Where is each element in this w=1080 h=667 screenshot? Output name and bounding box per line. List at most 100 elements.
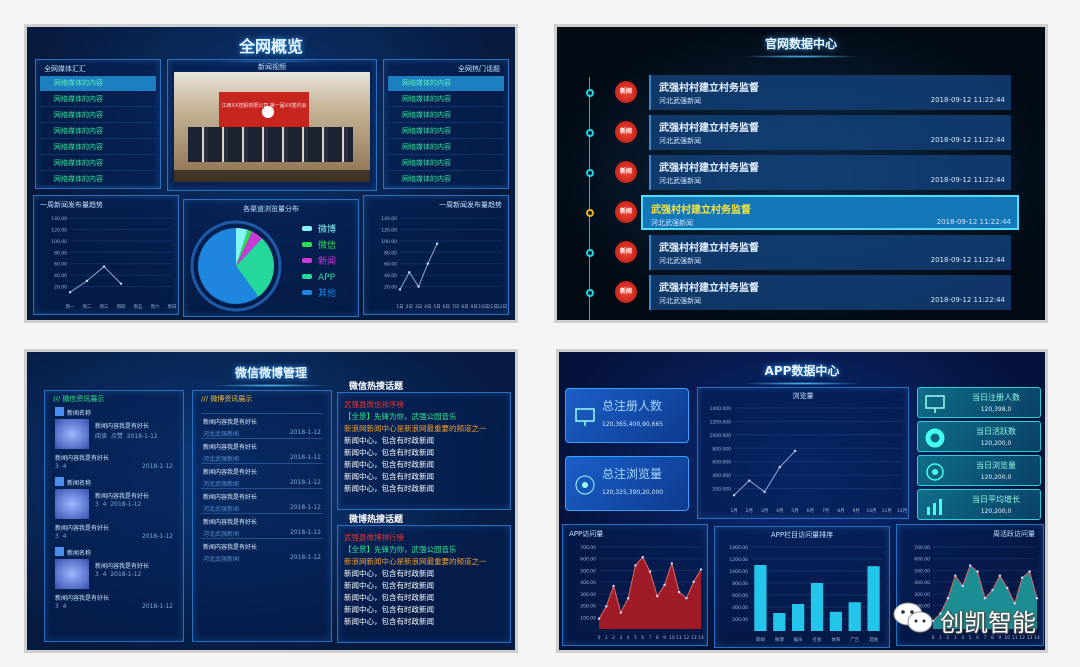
- weibo-post[interactable]: 新闻内容我是有好长 河北武强新闻 2018-1-12: [201, 488, 323, 513]
- data-point[interactable]: [946, 597, 950, 600]
- data-point[interactable]: [1028, 570, 1031, 573]
- hot-topic-item[interactable]: 新浪网新闻中心是新浪网最重要的频道之一: [344, 424, 487, 433]
- data-point[interactable]: [983, 597, 987, 600]
- data-point[interactable]: [699, 568, 703, 571]
- data-point[interactable]: [85, 279, 89, 283]
- news-list-item[interactable]: 武强村村建立村务监督 河北武强新闻 2018-09-12 11:22:44: [649, 115, 1011, 150]
- hot-topic-item[interactable]: 武强县微信排序榜: [344, 400, 404, 409]
- daily-stat-card[interactable]: 当日注册人数 120,398,0: [917, 387, 1041, 418]
- media-list-item[interactable]: 网络媒体的内容: [40, 108, 156, 123]
- data-point[interactable]: [677, 590, 681, 594]
- data-point[interactable]: [408, 271, 411, 274]
- data-point[interactable]: [939, 612, 942, 615]
- hot-topic-item[interactable]: 新闻中心，包含有时政新闻: [344, 460, 434, 469]
- data-point[interactable]: [685, 597, 688, 600]
- data-point[interactable]: [961, 584, 964, 588]
- data-point[interactable]: [626, 597, 630, 600]
- news-list-item[interactable]: 武强村村建立村务监督 河北武强新闻 2018-09-12 11:22:44: [649, 155, 1011, 190]
- bar[interactable]: [754, 565, 767, 631]
- data-point[interactable]: [102, 265, 106, 268]
- bar[interactable]: [773, 613, 786, 631]
- media-list-item[interactable]: 网络媒体的内容: [388, 172, 504, 187]
- hot-topic-item[interactable]: 新浪网新闻中心是新浪网最重要的频道之一: [344, 557, 487, 566]
- news-list-item[interactable]: 武强村村建立村务监督 河北武强新闻 2018-09-12 11:22:44: [649, 75, 1011, 110]
- data-point[interactable]: [991, 588, 994, 592]
- weibo-post[interactable]: 新闻内容我是有好长 河北武强新闻 2018-1-12: [201, 513, 323, 538]
- data-point[interactable]: [1006, 586, 1009, 590]
- data-point[interactable]: [398, 288, 402, 291]
- weibo-post[interactable]: 新闻内容我是有好长 河北武强新闻 2018-1-12: [201, 463, 323, 488]
- data-point[interactable]: [954, 574, 957, 577]
- media-list-item[interactable]: 网络媒体的内容: [388, 140, 504, 155]
- news-list-item[interactable]: 武强村村建立村务监督 河北武强新闻 2018-09-12 11:22:44: [649, 275, 1011, 310]
- hot-topic-item[interactable]: 武强县微博排行榜: [344, 533, 404, 542]
- data-point[interactable]: [793, 449, 797, 453]
- hot-topic-item[interactable]: 新闻中心，包含有时政新闻: [344, 569, 434, 578]
- bar[interactable]: [792, 604, 805, 631]
- data-point[interactable]: [976, 570, 979, 573]
- data-point[interactable]: [68, 291, 72, 294]
- weibo-post[interactable]: 新闻内容我是有好长 河北武强新闻 2018-1-12: [201, 538, 323, 563]
- media-list-item[interactable]: 网络媒体的内容: [40, 156, 156, 171]
- media-list-item[interactable]: 网络媒体的内容: [388, 92, 504, 107]
- hot-topic-item[interactable]: 新闻中心，包含有时政新闻: [344, 617, 434, 626]
- hot-topic-item[interactable]: 【全景】先锋为你，武强公园音乐: [344, 545, 457, 554]
- bar[interactable]: [848, 602, 861, 631]
- wechat-post[interactable]: 新闻名称 新闻内容我是有好长 3 4 2018-1-12 新闻内容我是有好长 3…: [51, 547, 177, 617]
- data-point[interactable]: [612, 584, 615, 588]
- bar[interactable]: [829, 611, 842, 631]
- data-point[interactable]: [670, 562, 674, 565]
- news-list-item[interactable]: 武强村村建立村务监督 河北武强新闻 2018-09-12 11:22:44: [649, 235, 1011, 270]
- data-point[interactable]: [648, 570, 652, 573]
- data-point[interactable]: [656, 595, 659, 598]
- data-point[interactable]: [605, 605, 608, 608]
- daily-stat-card[interactable]: 当日浏览量 120,200,0: [917, 455, 1041, 486]
- data-point[interactable]: [732, 494, 736, 497]
- wechat-post[interactable]: 新闻名称 新闻内容我是有好长 阅读 点赞 2018-1-12 新闻内容我是有好长…: [51, 407, 177, 477]
- media-list-item[interactable]: 网络媒体的内容: [40, 92, 156, 107]
- data-point[interactable]: [634, 564, 637, 567]
- wechat-post[interactable]: 新闻名称 新闻内容我是有好长 3 4 2018-1-12 新闻内容我是有好长 3…: [51, 477, 177, 547]
- data-point[interactable]: [968, 564, 972, 567]
- daily-stat-card[interactable]: 当日平均增长 120,200,0: [917, 489, 1041, 520]
- data-point[interactable]: [619, 611, 623, 614]
- data-point[interactable]: [119, 282, 123, 285]
- media-list-item[interactable]: 网络媒体的内容: [40, 124, 156, 139]
- data-point[interactable]: [597, 617, 601, 620]
- data-point[interactable]: [1013, 602, 1016, 605]
- play-icon[interactable]: [262, 106, 274, 118]
- data-point[interactable]: [748, 479, 751, 482]
- data-point[interactable]: [778, 465, 782, 469]
- total-stat-card[interactable]: 总注册人数 120,365,400,90,665: [565, 388, 689, 443]
- pie-slice[interactable]: [236, 231, 263, 266]
- video-player[interactable]: 江西XX控股有限公司 第一届XX签约会议: [174, 72, 370, 182]
- pie-slice[interactable]: [236, 228, 248, 266]
- hot-topic-item[interactable]: 新闻中心，包含有时政新闻: [344, 593, 434, 602]
- hot-topic-item[interactable]: 新闻中心，包含有时政新闻: [344, 484, 434, 493]
- bar[interactable]: [810, 583, 824, 631]
- data-point[interactable]: [1020, 576, 1024, 579]
- hot-topic-item[interactable]: 新闻中心，包含有时政新闻: [344, 581, 434, 590]
- bar[interactable]: [867, 566, 880, 631]
- pie-slice[interactable]: [197, 228, 259, 304]
- media-list-item[interactable]: 网络媒体的内容: [40, 76, 156, 91]
- data-point[interactable]: [692, 580, 695, 584]
- data-point[interactable]: [998, 574, 1002, 577]
- daily-stat-card[interactable]: 当日活跃数 120,200,0: [917, 421, 1041, 452]
- hot-topic-item[interactable]: 新闻中心，包含有时政新闻: [344, 472, 434, 481]
- weibo-post[interactable]: 新闻内容我是有好长 河北武强新闻 2018-1-12: [201, 438, 323, 463]
- video-controls[interactable]: [174, 170, 370, 182]
- data-point[interactable]: [663, 583, 666, 587]
- pie-slice[interactable]: [236, 229, 253, 266]
- data-point[interactable]: [641, 556, 644, 559]
- media-list-item[interactable]: 网络媒体的内容: [388, 156, 504, 171]
- hot-topic-item[interactable]: 【全景】先锋为你，武强公园音乐: [344, 412, 457, 421]
- media-list-item[interactable]: 网络媒体的内容: [388, 76, 504, 91]
- data-point[interactable]: [426, 262, 430, 265]
- weibo-post[interactable]: 新闻内容我是有好长 河北武强新闻 2018-1-12: [201, 413, 323, 438]
- data-point[interactable]: [1035, 597, 1039, 600]
- pie-slice[interactable]: [236, 238, 274, 297]
- hot-topic-item[interactable]: 新闻中心，包含有时政新闻: [344, 448, 434, 457]
- data-point[interactable]: [763, 490, 766, 494]
- media-list-item[interactable]: 网络媒体的内容: [40, 172, 156, 187]
